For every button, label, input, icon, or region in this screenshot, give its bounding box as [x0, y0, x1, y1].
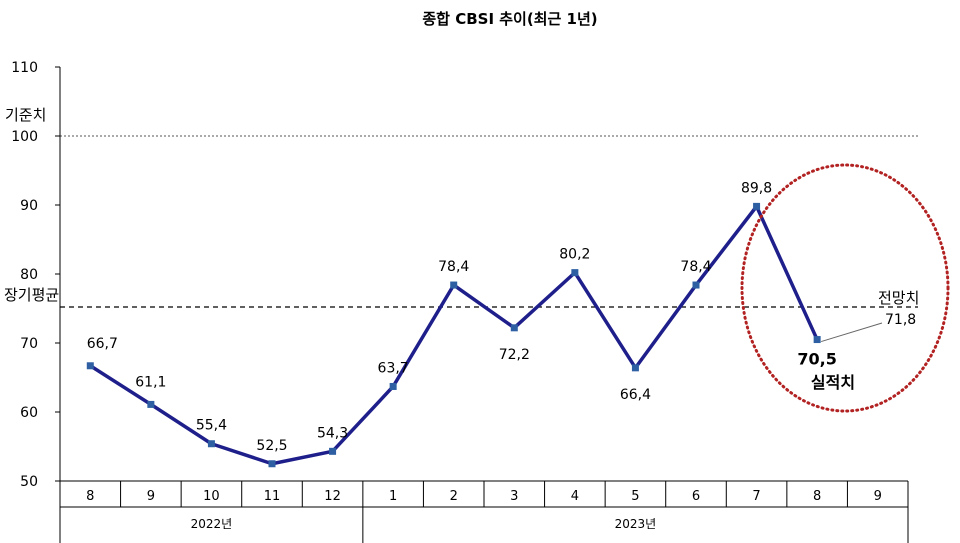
data-label: 66,4 [620, 387, 651, 403]
chart-title: 종합 CBSI 추이(최근 1년) [422, 10, 597, 28]
year-label: 2022년 [191, 517, 233, 531]
forecast-label: 전망치 [878, 289, 919, 307]
x-category-label: 11 [264, 489, 281, 504]
x-category-label: 8 [813, 489, 821, 504]
data-label: 72,2 [499, 347, 530, 363]
y-tick-label: 90 [20, 198, 38, 214]
data-label: 54,3 [317, 425, 348, 441]
data-label: 66,7 [87, 336, 118, 352]
x-axis-category-grid [59, 481, 909, 508]
baseline-label: 기준치 [5, 106, 46, 124]
data-point-marker [571, 269, 579, 277]
year-label: 2023년 [615, 517, 657, 531]
data-point-marker [692, 281, 700, 289]
x-category-label: 8 [86, 489, 94, 504]
x-category-label: 6 [692, 489, 700, 504]
y-tick-label: 80 [20, 267, 38, 283]
x-category-label: 1 [389, 489, 397, 504]
data-point-marker [147, 400, 155, 408]
x-category-label: 3 [510, 489, 518, 504]
data-point-marker [207, 440, 215, 448]
data-label: 63,7 [378, 360, 409, 376]
x-category-label: 10 [203, 489, 220, 504]
x-category-label: 9 [147, 489, 155, 504]
data-point-marker [510, 324, 518, 332]
x-axis-categories: 8 9 10 11 12 1 2 3 4 5 6 7 8 9 [86, 489, 882, 504]
forecast-value-label: 71,8 [885, 312, 916, 328]
y-tick-label: 70 [20, 336, 38, 352]
x-category-label: 12 [324, 489, 341, 504]
y-tick-label: 100 [11, 129, 38, 145]
data-point-marker [329, 447, 337, 455]
data-label: 78,4 [680, 259, 711, 275]
y-axis-ticks: 50 60 70 80 90 100 110 [11, 60, 60, 490]
data-label: 61,1 [135, 374, 166, 390]
data-point-marker [86, 362, 94, 370]
x-category-label: 7 [752, 489, 760, 504]
data-label: 78,4 [438, 259, 469, 275]
cbsi-data-labels: 66,7 61,1 55,4 52,5 54,3 63,7 78,4 72,2 80,2 66,4… [87, 180, 837, 453]
x-category-label: 4 [571, 489, 579, 504]
data-point-marker [450, 281, 458, 289]
data-point-marker [813, 336, 821, 344]
y-tick-label: 110 [11, 60, 38, 76]
data-label: 55,4 [196, 418, 227, 434]
x-category-label: 2 [450, 489, 458, 504]
data-point-marker [389, 382, 397, 390]
data-point-marker [631, 364, 639, 372]
y-tick-label: 50 [20, 474, 38, 490]
data-point-marker [268, 460, 276, 468]
x-category-label: 5 [631, 489, 639, 504]
data-label: 70,5 [797, 350, 836, 369]
data-label: 80,2 [559, 247, 590, 263]
x-axis-years: 2022년 2023년 [59, 507, 909, 543]
forecast-leader-line [820, 322, 883, 343]
x-category-label: 9 [874, 489, 882, 504]
data-label: 52,5 [256, 438, 287, 454]
y-tick-label: 60 [20, 405, 38, 421]
data-point-marker [753, 202, 761, 210]
actual-value-label: 실적치 [811, 373, 855, 392]
long-term-average-label: 장기평균 [4, 286, 59, 304]
cbsi-data-points [86, 202, 821, 468]
actual-value-highlight-ellipse [740, 163, 950, 413]
data-label: 89,8 [741, 180, 772, 196]
